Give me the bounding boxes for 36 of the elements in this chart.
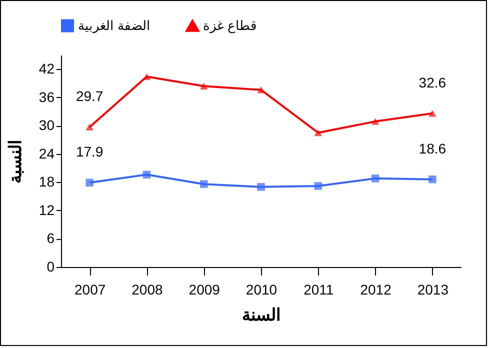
x-axis-title: السنة [242,306,281,324]
point [257,86,265,94]
point [314,129,322,136]
y-tick-label: 42 [38,60,55,77]
y-tick-label: 24 [38,145,55,162]
data-label: 29.7 [76,88,104,104]
y-axis-title: النسبة [6,140,25,184]
x-tick-label: 2010 [246,282,278,298]
point [86,178,94,187]
point [428,110,436,117]
data-label: 18.6 [418,140,446,156]
y-tick-label: 36 [38,88,55,105]
point [200,82,208,90]
point [257,183,265,191]
point [371,118,380,125]
point [142,170,151,179]
x-tick-label: 2009 [188,282,220,298]
x-tick-label: 2013 [417,282,449,298]
data-label: 17.9 [76,144,104,160]
x-tick-label: 2007 [74,282,106,298]
x-tick-label: 2011 [304,282,334,298]
point [428,176,436,184]
legend-label: قطاع غزة [203,18,257,34]
y-tick-label: 0 [46,258,55,274]
y-tick-label: 12 [38,202,55,218]
y-tick-label: 6 [46,230,55,246]
y-tick-label: 18 [38,174,55,190]
legend-label: الضفة الغربية [78,18,151,34]
point [371,174,380,182]
point [200,180,208,188]
y-tick-label: 30 [38,117,55,134]
x-tick-label: 2008 [132,282,163,298]
point [86,124,94,130]
point [314,182,322,190]
data-label: 32.6 [418,74,446,90]
x-tick-label: 2012 [360,282,392,298]
